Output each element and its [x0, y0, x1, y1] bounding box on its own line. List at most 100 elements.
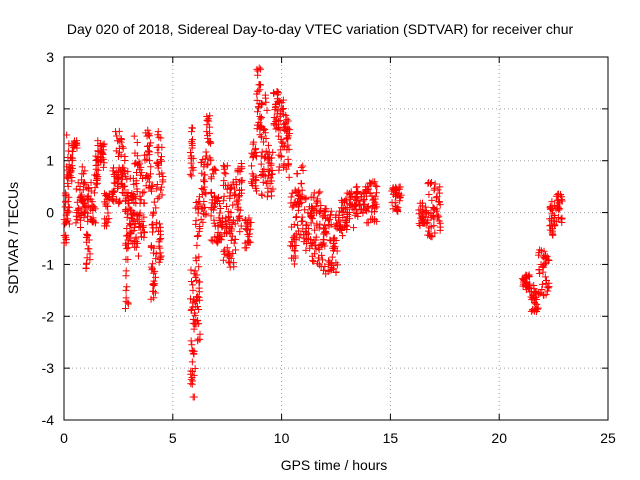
data-point: [110, 188, 118, 196]
data-point: [263, 150, 271, 158]
data-point: [264, 141, 272, 149]
data-point: [146, 142, 154, 150]
data-point: [282, 119, 290, 127]
data-point: [188, 172, 196, 180]
data-point: [350, 224, 358, 232]
data-point: [293, 198, 301, 206]
data-point: [87, 179, 95, 187]
data-point: [259, 178, 267, 186]
data-point: [277, 146, 285, 154]
data-point: [115, 173, 123, 181]
data-point: [321, 205, 329, 213]
data-point: [261, 91, 269, 99]
data-point: [207, 173, 215, 181]
data-point: [65, 140, 73, 148]
x-tick-label: 10: [274, 430, 290, 446]
data-point: [276, 110, 284, 118]
data-point: [418, 208, 426, 216]
data-point: [85, 236, 93, 244]
data-point: [210, 165, 218, 173]
data-point: [149, 249, 157, 257]
data-point: [189, 281, 197, 289]
data-point: [72, 219, 80, 227]
data-point: [76, 216, 84, 224]
data-point: [72, 185, 80, 193]
data-point: [124, 299, 132, 307]
data-point: [219, 197, 227, 205]
data-point: [548, 210, 556, 218]
data-point: [94, 147, 102, 155]
data-point: [130, 227, 138, 235]
data-point: [266, 174, 274, 182]
data-point: [187, 337, 195, 345]
data-point: [228, 219, 236, 227]
data-point: [316, 209, 324, 217]
data-point: [198, 191, 206, 199]
data-point: [157, 156, 165, 164]
data-point: [287, 193, 295, 201]
data-point: [321, 263, 329, 271]
data-point: [259, 138, 267, 146]
data-point: [220, 246, 228, 254]
data-point: [254, 108, 262, 116]
data-point: [365, 185, 373, 193]
data-point: [301, 235, 309, 243]
data-point: [530, 282, 538, 290]
data-point: [130, 193, 138, 201]
data-point: [285, 173, 293, 181]
data-point: [424, 216, 432, 224]
data-point: [392, 183, 400, 191]
data-point: [538, 280, 546, 288]
data-point: [545, 256, 553, 264]
data-point: [156, 255, 164, 263]
data-point: [208, 196, 216, 204]
data-point: [530, 307, 538, 315]
data-point: [155, 227, 163, 235]
data-point: [535, 249, 543, 257]
data-point: [122, 272, 130, 280]
data-point: [284, 141, 292, 149]
data-point: [297, 180, 305, 188]
data-point: [112, 195, 120, 203]
data-point: [288, 189, 296, 197]
data-point: [348, 204, 356, 212]
data-point: [140, 188, 148, 196]
data-point: [103, 215, 111, 223]
data-point: [188, 124, 196, 132]
data-point: [186, 170, 194, 178]
data-point: [157, 134, 165, 142]
data-point: [196, 223, 204, 231]
data-point: [103, 222, 111, 230]
data-point: [279, 104, 287, 112]
data-point: [73, 216, 81, 224]
data-point: [144, 174, 152, 182]
data-point: [63, 208, 71, 216]
x-tick-label: 25: [600, 430, 616, 446]
data-point: [278, 105, 286, 113]
data-point: [73, 198, 81, 206]
data-point: [226, 223, 234, 231]
data-point: [293, 170, 301, 178]
y-tick-label: -4: [42, 412, 55, 428]
data-point: [309, 239, 317, 247]
data-point: [347, 201, 355, 209]
data-point: [540, 261, 548, 269]
data-point: [436, 219, 444, 227]
data-point: [244, 231, 252, 239]
data-point: [195, 278, 203, 286]
data-point: [297, 164, 305, 172]
data-point: [333, 261, 341, 269]
data-point: [152, 273, 160, 281]
data-point: [81, 202, 89, 210]
data-point: [369, 196, 377, 204]
data-point: [141, 156, 149, 164]
data-point: [263, 106, 271, 114]
data-point: [543, 283, 551, 291]
data-point: [84, 231, 92, 239]
data-point: [275, 163, 283, 171]
data-point: [120, 169, 128, 177]
data-point: [248, 162, 256, 170]
data-point: [190, 270, 198, 278]
data-point: [316, 188, 324, 196]
